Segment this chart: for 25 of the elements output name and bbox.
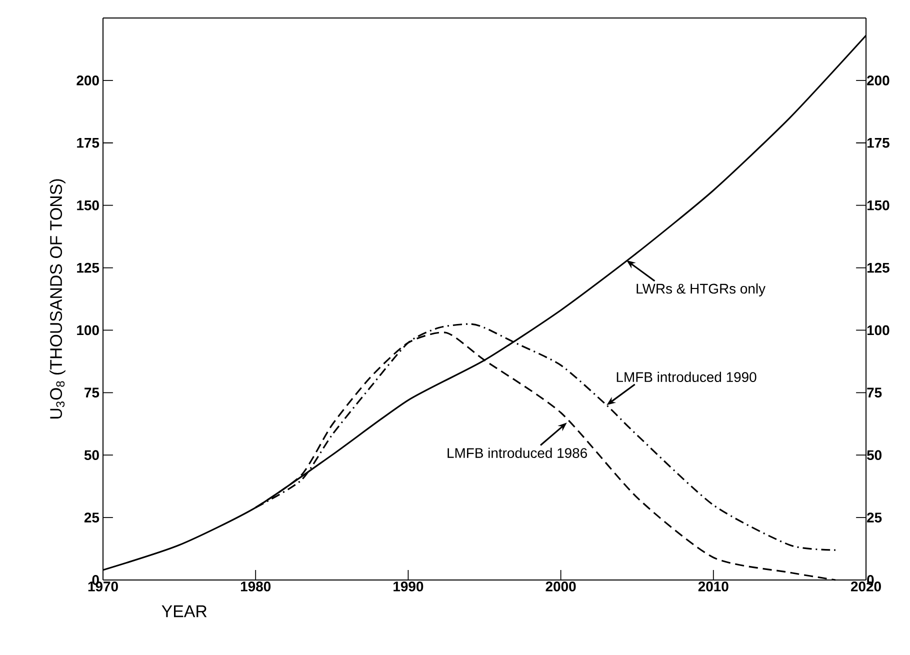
y-axis-title: U$_{3}$O$_{8}$ (THOUSANDS OF TONS): [50, 179, 66, 418]
y-tick-label: 200: [76, 75, 99, 86]
x-tick-label: 1990: [394, 582, 424, 592]
annotation: LWRs & HTGRs only: [636, 283, 766, 296]
y2-tick-label: 175: [867, 138, 890, 148]
y2-tick-label: 25: [867, 512, 882, 522]
x-tick-label: 1980: [240, 582, 271, 592]
y2-tick-label: 200: [867, 75, 890, 86]
y2-tick-label: 150: [867, 200, 890, 210]
x-tick-label: 2010: [698, 582, 728, 592]
y-tick-label: 150: [77, 200, 99, 210]
x-tick-label: 2000: [546, 582, 576, 592]
y-tick-label: 25: [84, 512, 100, 522]
y2-tick-label: 50: [866, 450, 882, 460]
y-tick-label: 75: [84, 388, 100, 398]
y2-tick-label: 75: [867, 388, 882, 398]
y-tick-label: 50: [84, 450, 99, 460]
y2-tick-label: 125: [867, 262, 890, 273]
annotation: LMFB introduced 1986: [448, 448, 587, 458]
x-axis-title: YEAR: [162, 605, 207, 618]
y-tick-label: 175: [77, 138, 100, 148]
y-tick-label: 125: [77, 262, 100, 273]
annotation: LMFB introduced 1990: [616, 372, 756, 382]
y-tick-label: 100: [77, 325, 99, 336]
y2-tick-label: 100: [867, 325, 890, 336]
